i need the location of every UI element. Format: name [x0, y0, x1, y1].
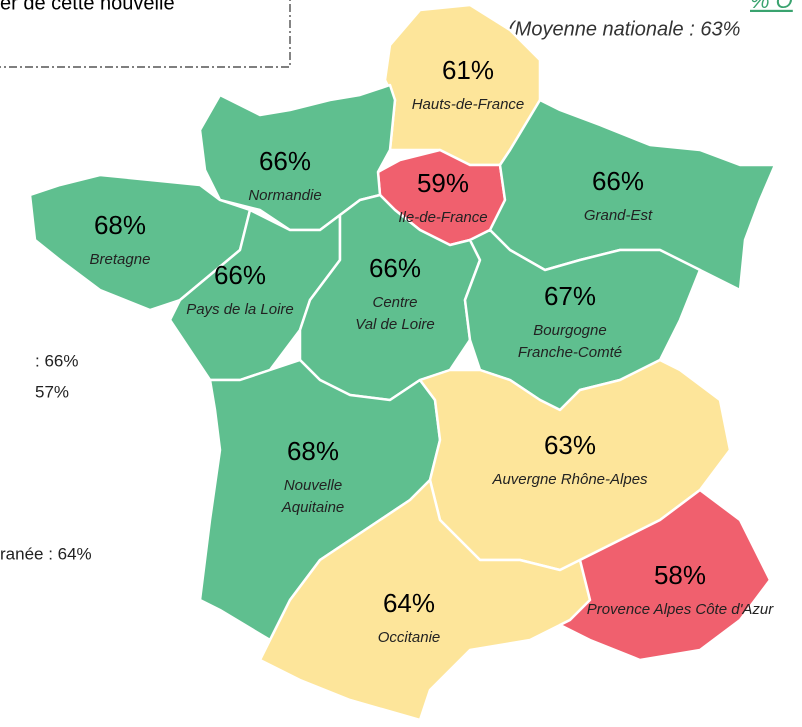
region-labels: 61% Hauts-de-France 59% Ile-de-France 66% Gra… [90, 55, 775, 646]
region-name: Pays de la Loire [186, 301, 294, 318]
region-name: Grand-Est [584, 207, 653, 224]
region-value: 66% [369, 253, 421, 283]
region-value: 58% [654, 560, 706, 590]
region-name: Aquitaine [281, 499, 345, 516]
region [558, 488, 772, 662]
region-name: Franche-Comté [518, 344, 622, 361]
region-name: Nouvelle [284, 477, 342, 494]
title-fragment: % O [750, 0, 793, 13]
region-value: 66% [214, 260, 266, 290]
note-fragment: er de cette nouvelle [0, 0, 175, 14]
region-value: 67% [544, 281, 596, 311]
region-value: 63% [544, 430, 596, 460]
regions [28, 3, 777, 722]
region-name: Occitanie [378, 629, 441, 646]
region-value: 61% [442, 55, 494, 85]
side-fragment: 57% [35, 382, 69, 401]
region-name: Hauts-de-France [412, 96, 525, 113]
region-value: 66% [592, 166, 644, 196]
region-name: Bretagne [90, 251, 151, 268]
region-name: Auvergne Rhône-Alpes [491, 471, 648, 488]
region [198, 83, 397, 232]
note-box [0, 0, 291, 68]
region-name: Centre [372, 294, 417, 311]
region-value: 66% [259, 146, 311, 176]
region-value: 68% [94, 210, 146, 240]
region [258, 478, 592, 722]
region-name: Provence Alpes Côte d'Azur [587, 601, 775, 618]
region-value: 68% [287, 436, 339, 466]
region [298, 193, 482, 402]
region-name: Normandie [248, 187, 321, 204]
region-name: Bourgogne [533, 322, 606, 339]
region-value: 59% [417, 168, 469, 198]
region-name: Val de Loire [355, 316, 435, 333]
region-name: Ile-de-France [398, 209, 487, 226]
region-value: 64% [383, 588, 435, 618]
side-fragment: : 66% [35, 351, 78, 370]
side-fragment: ranée : 64% [0, 544, 92, 563]
subtitle: (Moyenne nationale : 63% [508, 18, 740, 40]
